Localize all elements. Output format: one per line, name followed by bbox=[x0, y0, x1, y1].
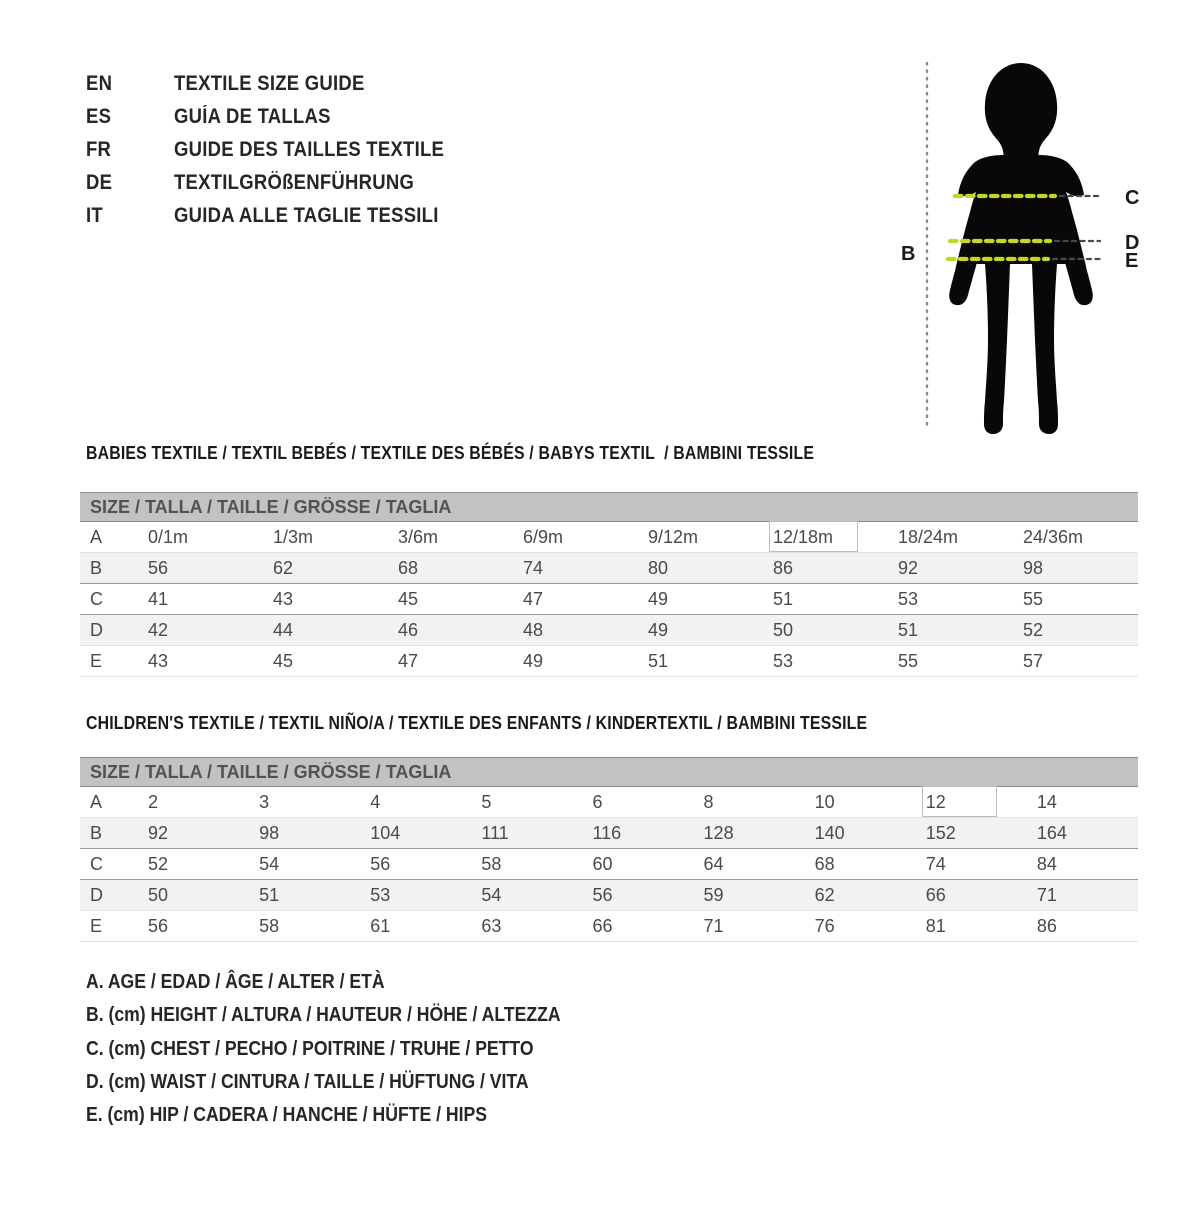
svg-text:D: D bbox=[1125, 232, 1139, 254]
svg-text:E: E bbox=[1125, 250, 1138, 272]
svg-text:B: B bbox=[901, 243, 915, 265]
svg-text:C: C bbox=[1125, 187, 1139, 209]
